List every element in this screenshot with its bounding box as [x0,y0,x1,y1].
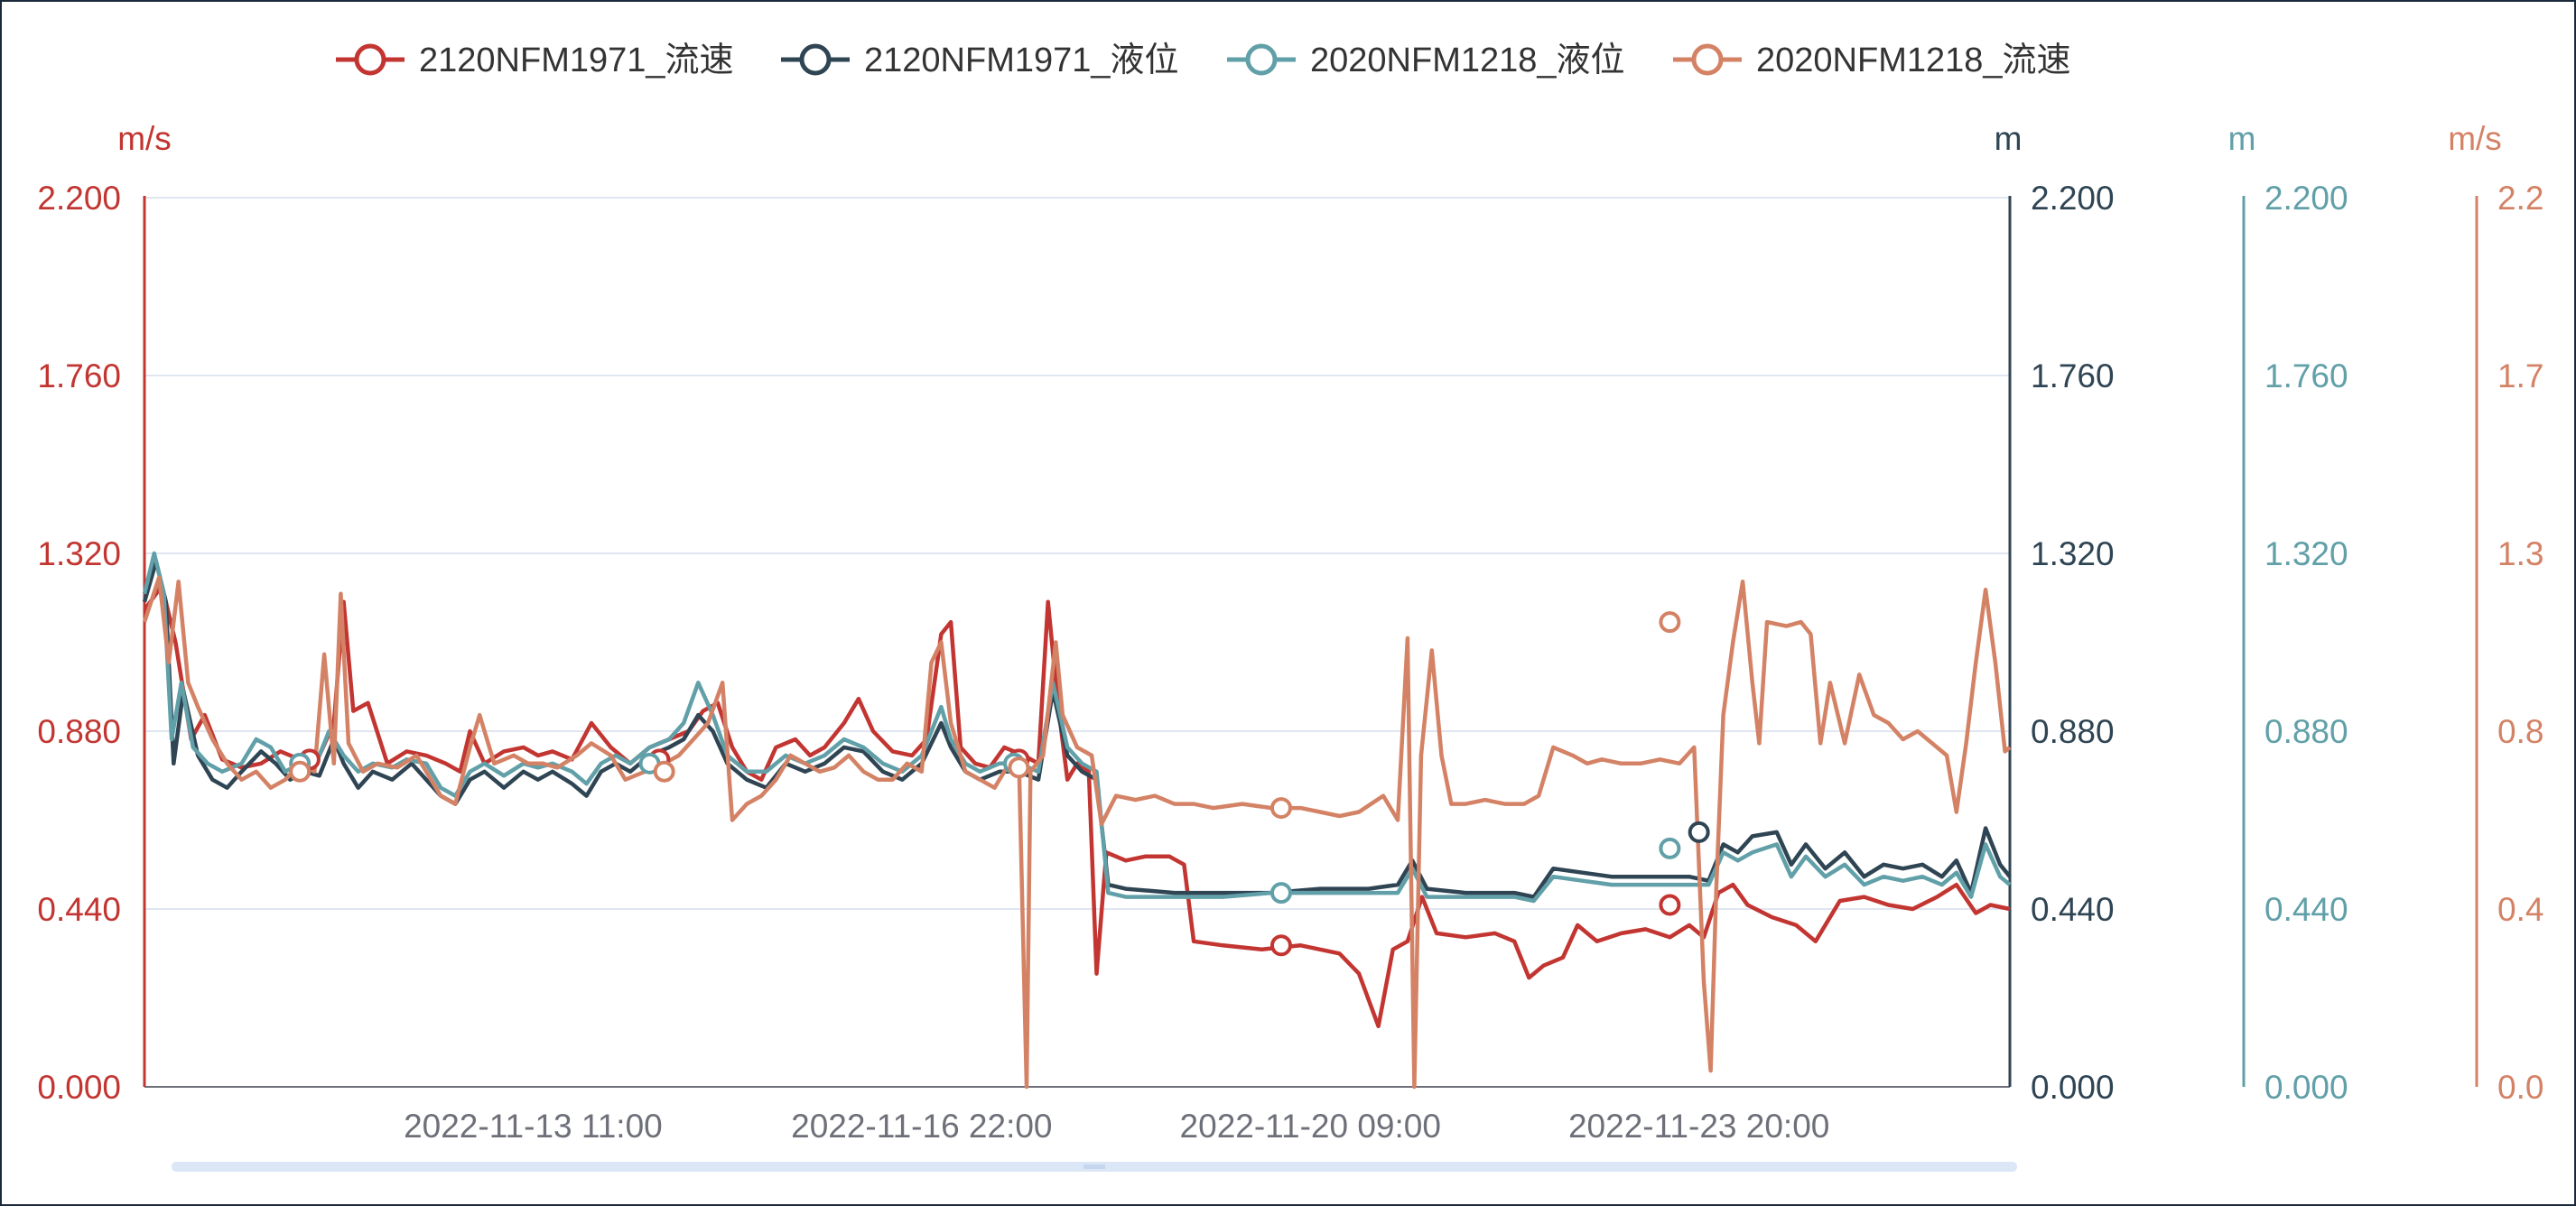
y-tick-label: 1.760 [2264,357,2348,394]
y-tick-label: 2.200 [2031,180,2115,217]
series-point[interactable] [1008,756,1030,779]
y-tick-label: 2.200 [37,180,121,217]
axes-layer: 0.000 0.440 0.880 1.320 1.760 2.200 m/s 0.000 0.… [37,120,2543,1145]
x-tick-label: 2022-11-16 22:00 [791,1108,1052,1145]
legend-label: 2020NFM1218_液位 [1310,42,1625,79]
y-tick-label: 1.760 [37,357,121,394]
y-tick-label: 2.200 [2264,180,2348,217]
series-point[interactable] [289,760,312,783]
series-point[interactable] [1269,882,1292,904]
y-tick-label: 1.7 [2497,357,2543,394]
series-point[interactable] [653,760,675,783]
series-point[interactable] [1659,894,1681,916]
series-point[interactable] [1688,821,1710,843]
x-tick-label: 2022-11-13 11:00 [404,1108,663,1145]
y-tick-label: 0.440 [2031,891,2115,928]
legend-item[interactable]: 2120NFM1971_流速 [336,42,734,79]
y-tick-label: 1.320 [2031,535,2115,572]
legend-marker [1245,43,1278,76]
series-point[interactable] [1269,797,1292,820]
legend-item[interactable]: 2020NFM1218_液位 [1227,42,1625,79]
x-tick-label: 2022-11-20 09:00 [1180,1108,1441,1145]
y-tick-label: 0.880 [37,713,121,750]
legend-item[interactable]: 2020NFM1218_流速 [1673,42,2071,79]
x-tick-label: 2022-11-23 20:00 [1568,1108,1829,1145]
y-tick-label: 0.440 [2264,891,2348,928]
legend-marker [1691,43,1724,76]
y-axis-unit-2: m [2228,120,2256,157]
y-tick-label: 0.880 [2031,713,2115,750]
legend-marker [354,43,386,76]
series-line [142,575,2012,1090]
legend-marker [799,43,832,76]
data-zoom-handle[interactable] [1083,1164,1105,1169]
legend-label: 2020NFM1218_流速 [1756,42,2071,79]
y-tick-label: 0.440 [37,891,121,928]
y-tick-label: 1.3 [2497,535,2543,572]
zoom-layer[interactable] [172,1162,2017,1172]
series-line [142,559,2012,899]
legend-label: 2120NFM1971_流速 [419,42,734,79]
y-tick-label: 0.880 [2264,713,2348,750]
y-tick-label: 1.320 [2264,535,2348,572]
y-axis-unit-3: m/s [2448,120,2502,157]
y-tick-label: 0.000 [2264,1069,2348,1106]
legend-layer[interactable]: 2120NFM1971_流速 2120NFM1971_液位 2020NFM1218_… [336,42,2071,79]
legend-item[interactable]: 2120NFM1971_液位 [781,42,1179,79]
series-layer [142,551,2012,1090]
y-tick-label: 0.000 [37,1069,121,1106]
legend-label: 2120NFM1971_液位 [864,42,1179,79]
y-tick-label: 0.0 [2497,1069,2543,1106]
series-line [143,583,2011,1029]
grid-layer [144,197,2010,910]
series-point[interactable] [1659,837,1681,859]
y-tick-label: 0.8 [2497,713,2543,750]
y-tick-label: 2.2 [2497,180,2543,217]
y-axis-unit-1: m [1995,120,2023,157]
y-tick-label: 1.320 [37,535,121,572]
series-point[interactable] [1269,934,1292,957]
y-tick-label: 0.4 [2497,891,2543,928]
y-tick-label: 1.760 [2031,357,2115,394]
series-point[interactable] [1659,611,1681,634]
y-axis-unit-0: m/s [117,120,172,157]
y-tick-label: 0.000 [2031,1069,2115,1106]
